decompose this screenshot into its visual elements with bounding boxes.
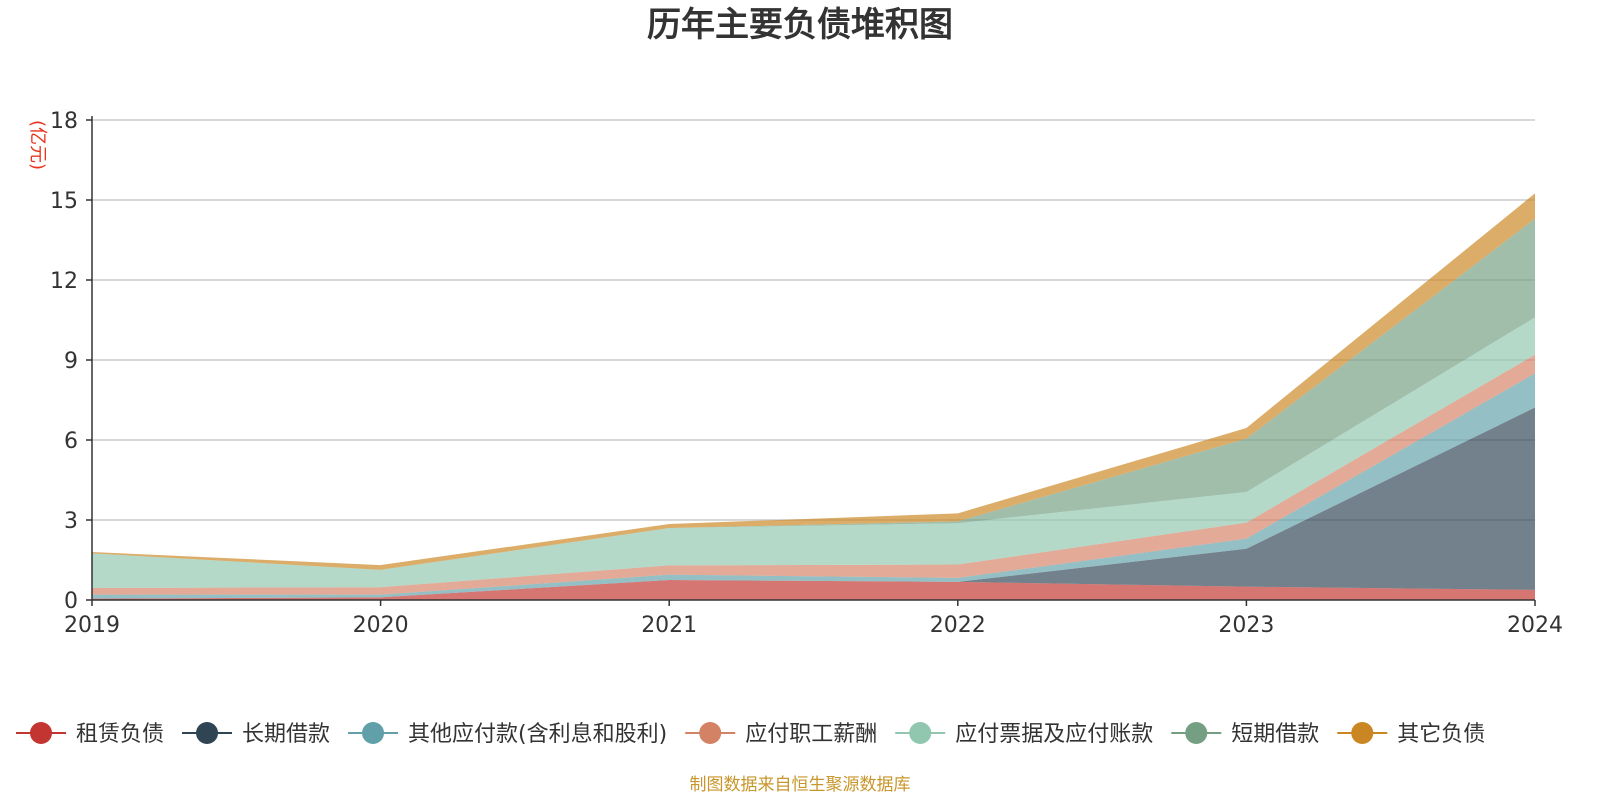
y-tick-label: 9 <box>64 349 78 374</box>
x-tick-label: 2020 <box>353 613 409 638</box>
area-series-4 <box>92 354 1535 595</box>
y-axis-unit-label: (亿元) <box>27 120 48 170</box>
legend-marker <box>909 722 932 744</box>
legend-item-6[interactable]: 短期借款 <box>1171 722 1319 747</box>
legend-marker <box>30 722 52 744</box>
y-tick-label: 18 <box>50 109 78 134</box>
legend-marker <box>196 722 219 744</box>
legend-item-5[interactable]: 应付票据及应付账款 <box>895 722 1153 747</box>
area-series-2 <box>92 407 1535 599</box>
legend-label: 租赁负债 <box>76 722 164 747</box>
legend-label: 短期借款 <box>1231 722 1319 747</box>
area-series-layer <box>92 193 1535 600</box>
x-tick-label: 2021 <box>641 613 697 638</box>
legend-item-3[interactable]: 其他应付款(含利息和股利) <box>348 722 667 747</box>
y-tick-label: 12 <box>50 269 78 294</box>
legend-label: 其他应付款(含利息和股利) <box>408 722 667 747</box>
y-tick-label: 3 <box>64 509 78 534</box>
legend-marker <box>699 722 722 744</box>
legend-label: 应付职工薪酬 <box>745 722 877 747</box>
x-tick-label: 2022 <box>930 613 986 638</box>
y-tick-label: 6 <box>64 429 78 454</box>
legend-label: 其它负债 <box>1397 722 1485 747</box>
x-tick-label: 2024 <box>1507 613 1563 638</box>
area-series-1 <box>92 580 1535 600</box>
data-source-note: 制图数据来自恒生聚源数据库 <box>690 775 911 795</box>
x-tick-label: 2023 <box>1218 613 1274 638</box>
axes: 0 3 6 9 12 15 18 2019 2020 2021 2022 2023 2024 <box>50 109 1563 638</box>
legend-item-2[interactable]: 长期借款 <box>182 722 330 747</box>
legend-marker <box>1185 722 1208 744</box>
legend-label: 长期借款 <box>242 722 330 747</box>
legend-item-4[interactable]: 应付职工薪酬 <box>685 722 877 747</box>
legend-label: 应付票据及应付账款 <box>955 722 1153 747</box>
area-series-5 <box>92 317 1535 588</box>
x-tick-label: 2019 <box>64 613 120 638</box>
legend-item-7[interactable]: 其它负债 <box>1337 722 1485 747</box>
legend-item-1[interactable]: 租赁负债 <box>16 722 164 747</box>
y-tick-label: 15 <box>50 189 78 214</box>
legend[interactable]: 租赁负债 长期借款 其他应付款(含利息和股利) 应付职工薪酬 应付票据及应付账款 短期借款… <box>16 722 1485 747</box>
area-series-6 <box>92 218 1535 570</box>
legend-marker <box>1351 722 1374 744</box>
y-tick-label: 0 <box>64 589 78 614</box>
legend-marker <box>362 722 385 744</box>
chart-title: 历年主要负债堆积图 <box>647 5 953 45</box>
